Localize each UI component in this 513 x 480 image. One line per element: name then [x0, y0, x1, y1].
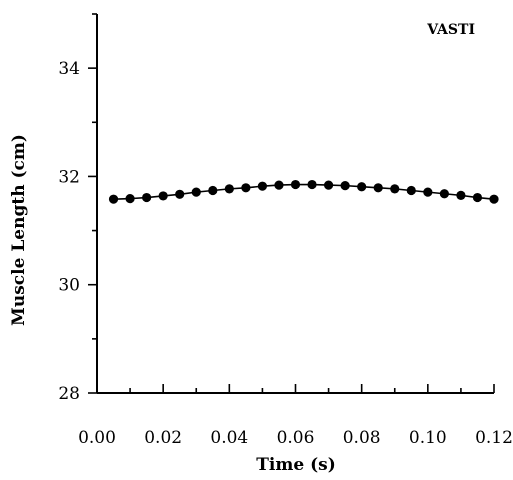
data-point — [241, 183, 251, 193]
data-point — [224, 184, 234, 194]
series-group — [108, 179, 499, 204]
x-tick-label: 0.04 — [210, 428, 248, 448]
x-tick-label: 0.00 — [78, 428, 116, 448]
x-tick-label: 0.10 — [409, 428, 447, 448]
y-axis-tick-labels: 28 30 32 34 — [58, 59, 80, 404]
y-tick-label: 34 — [58, 59, 80, 79]
data-point — [125, 194, 135, 204]
series-line — [113, 183, 495, 200]
axes — [96, 14, 494, 394]
data-point — [175, 189, 185, 199]
panel-label: VASTI — [426, 22, 475, 38]
x-axis-ticks — [96, 384, 495, 393]
data-point — [108, 194, 119, 204]
x-axis-tick-labels: 0.00 0.02 0.04 0.06 0.08 0.10 0.12 — [78, 428, 513, 448]
data-point — [290, 179, 301, 190]
data-point — [406, 185, 416, 196]
data-point — [257, 181, 268, 191]
y-axis-title: Muscle Length (cm) — [9, 134, 29, 326]
data-point — [456, 190, 466, 200]
x-axis-title: Time (s) — [256, 455, 336, 475]
y-tick-label: 30 — [58, 276, 80, 296]
x-tick-label: 0.12 — [475, 428, 513, 448]
y-tick-label: 32 — [58, 167, 80, 187]
data-point — [158, 191, 168, 201]
data-point — [340, 181, 350, 191]
data-point — [142, 192, 152, 203]
data-point — [472, 192, 483, 203]
data-point — [274, 180, 284, 190]
data-point — [323, 180, 334, 190]
data-point — [390, 184, 400, 194]
data-point — [489, 194, 499, 204]
data-point — [373, 183, 383, 193]
data-point — [191, 187, 201, 197]
y-tick-label: 28 — [58, 384, 80, 404]
data-point — [439, 189, 449, 199]
data-point — [307, 179, 317, 190]
x-tick-label: 0.06 — [277, 428, 315, 448]
data-point — [423, 187, 433, 197]
data-point — [357, 182, 367, 192]
x-tick-label: 0.08 — [343, 428, 381, 448]
y-axis-ticks — [88, 13, 97, 394]
data-point — [208, 185, 218, 196]
x-tick-label: 0.02 — [144, 428, 182, 448]
